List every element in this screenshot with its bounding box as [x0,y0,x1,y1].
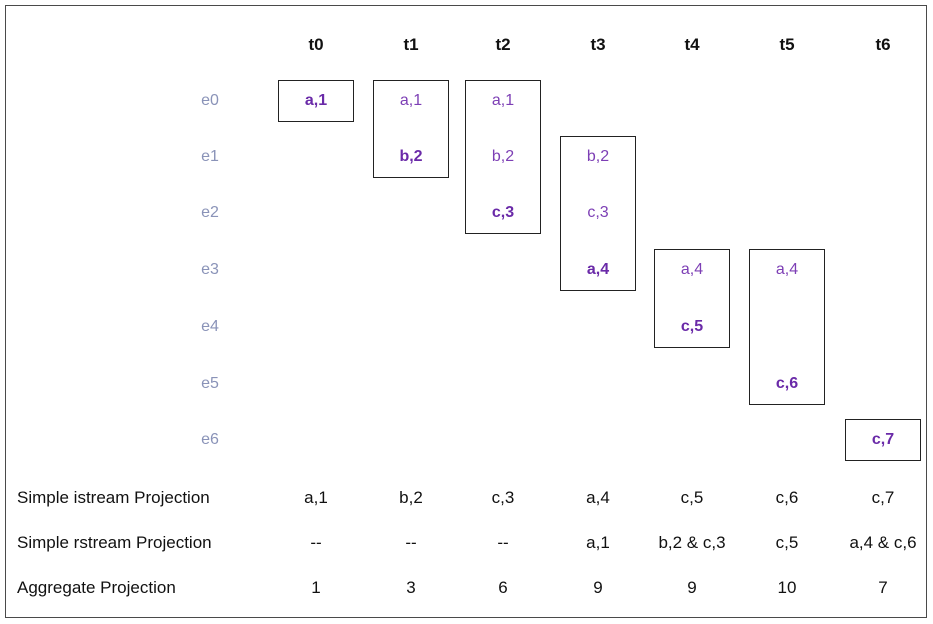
summary-value-t3: a,1 [586,532,610,552]
summary-value-t6: c,7 [871,487,895,507]
event-label-e4: e4 [201,317,219,335]
event-label-e3: e3 [201,260,219,278]
summary-value-t5: c,6 [775,487,799,507]
window-cell-t0-e0: a,1 [304,91,328,109]
window-cell-t1-e1: b,2 [399,147,423,165]
summary-value-t2: 6 [498,577,508,597]
summary-value-t4: c,5 [680,487,704,507]
event-label-e6: e6 [201,430,219,448]
window-cell-t2-e0: a,1 [491,91,515,109]
summary-value-t2: c,3 [491,487,515,507]
summary-row-label: Simple istream Projection [17,487,210,507]
window-box-t5 [749,249,825,405]
event-label-e1: e1 [201,147,219,165]
summary-value-t0: -- [310,532,322,552]
window-box-t3 [560,136,636,291]
event-label-e5: e5 [201,374,219,392]
diagram-frame [5,5,927,618]
summary-value-t2: -- [497,532,509,552]
summary-value-t3: a,4 [586,487,610,507]
window-cell-t4-e3: a,4 [680,260,704,278]
window-box-t4 [654,249,730,348]
window-cell-t1-e0: a,1 [399,91,423,109]
window-box-t0 [278,80,354,122]
event-label-e2: e2 [201,203,219,221]
column-header-t4: t4 [684,34,700,54]
summary-value-t5: 10 [777,577,797,597]
window-cell-t3-e3: a,4 [586,260,610,278]
summary-value-t6: a,4 & c,6 [849,532,917,552]
window-cell-t4-e4: c,5 [680,317,704,335]
column-header-t2: t2 [495,34,511,54]
window-cell-t5-e3: a,4 [775,260,799,278]
column-header-t3: t3 [590,34,606,54]
summary-value-t1: 3 [406,577,416,597]
summary-value-t1: b,2 [399,487,423,507]
window-cell-t3-e2: c,3 [587,203,609,221]
window-box-t1 [373,80,449,178]
column-header-t6: t6 [875,34,891,54]
summary-value-t4: b,2 & c,3 [658,532,726,552]
summary-value-t3: 9 [593,577,603,597]
column-header-t1: t1 [403,34,419,54]
window-box-t2 [465,80,541,234]
column-header-t0: t0 [308,34,324,54]
summary-row-label: Simple rstream Projection [17,532,212,552]
summary-row-label: Aggregate Projection [17,577,176,597]
column-header-t5: t5 [779,34,795,54]
summary-value-t0: a,1 [304,487,328,507]
summary-value-t0: 1 [311,577,321,597]
summary-value-t1: -- [405,532,417,552]
summary-value-t6: 7 [878,577,888,597]
window-cell-t6-e6: c,7 [871,430,895,448]
window-cell-t2-e1: b,2 [491,147,515,165]
window-cell-t5-e5: c,6 [775,374,799,392]
window-box-t6 [845,419,921,461]
summary-value-t4: 9 [687,577,697,597]
window-cell-t3-e1: b,2 [586,147,610,165]
summary-value-t5: c,5 [775,532,799,552]
event-label-e0: e0 [201,91,219,109]
window-cell-t2-e2: c,3 [491,203,515,221]
